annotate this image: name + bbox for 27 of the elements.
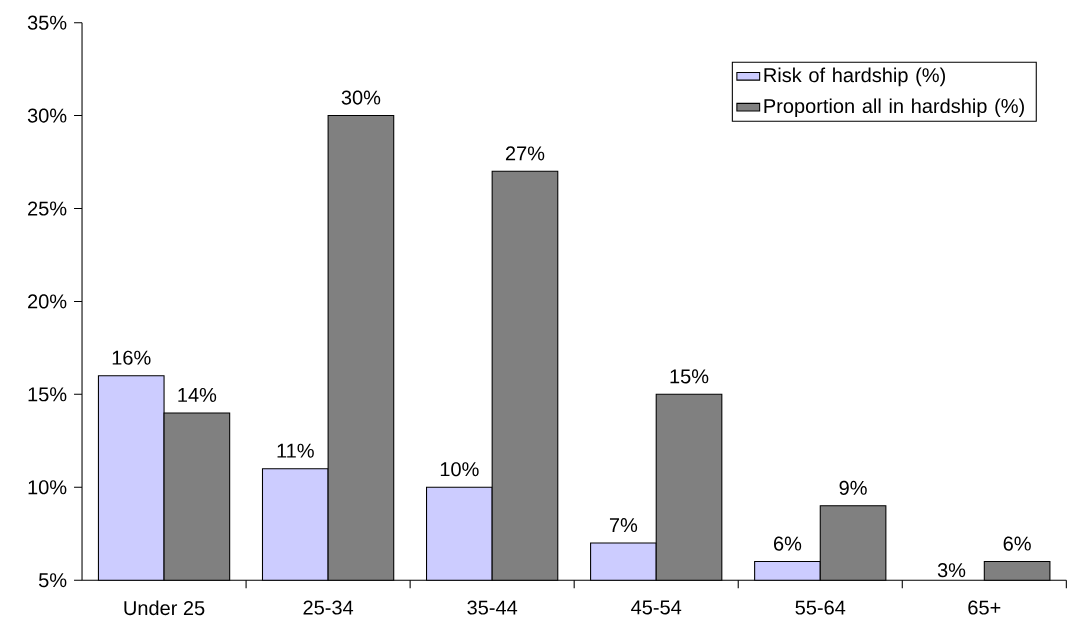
x-tick-label: 35-44: [467, 600, 518, 615]
y-tick-label: 25%: [28, 201, 67, 216]
text: 3%: [937, 562, 966, 578]
y-tick-label: 30%: [27, 108, 67, 123]
data-label: 9%: [839, 480, 867, 495]
data-label: 6%: [774, 536, 802, 551]
x-tick-label: 65+: [968, 600, 1001, 615]
data-label: 10%: [440, 462, 479, 477]
x-tick-label: 55-64: [795, 600, 846, 615]
data-label: 16%: [112, 350, 151, 365]
x-tick-label: 25-34: [303, 600, 354, 615]
data-label: 15%: [670, 369, 709, 384]
y-tick-label: 5%: [38, 573, 67, 588]
x-tick-label: 45-54: [631, 600, 682, 615]
legend-label: Risk of hardship (%): [764, 67, 945, 87]
data-label: 7%: [609, 517, 638, 532]
data-label: 27%: [505, 146, 545, 161]
data-label: 6%: [1003, 536, 1031, 551]
x-tick-label: Under 25: [124, 600, 205, 616]
data-label: 11%: [277, 443, 314, 458]
data-label: 14%: [178, 387, 217, 402]
data-label: 30%: [341, 90, 381, 105]
y-tick-label: 20%: [28, 294, 67, 309]
y-tick-label: 35%: [27, 15, 67, 30]
y-tick-label: 10%: [28, 480, 67, 495]
legend-label: Proportion all in hardship (%): [764, 98, 1024, 117]
y-tick-label: 15%: [28, 387, 67, 402]
